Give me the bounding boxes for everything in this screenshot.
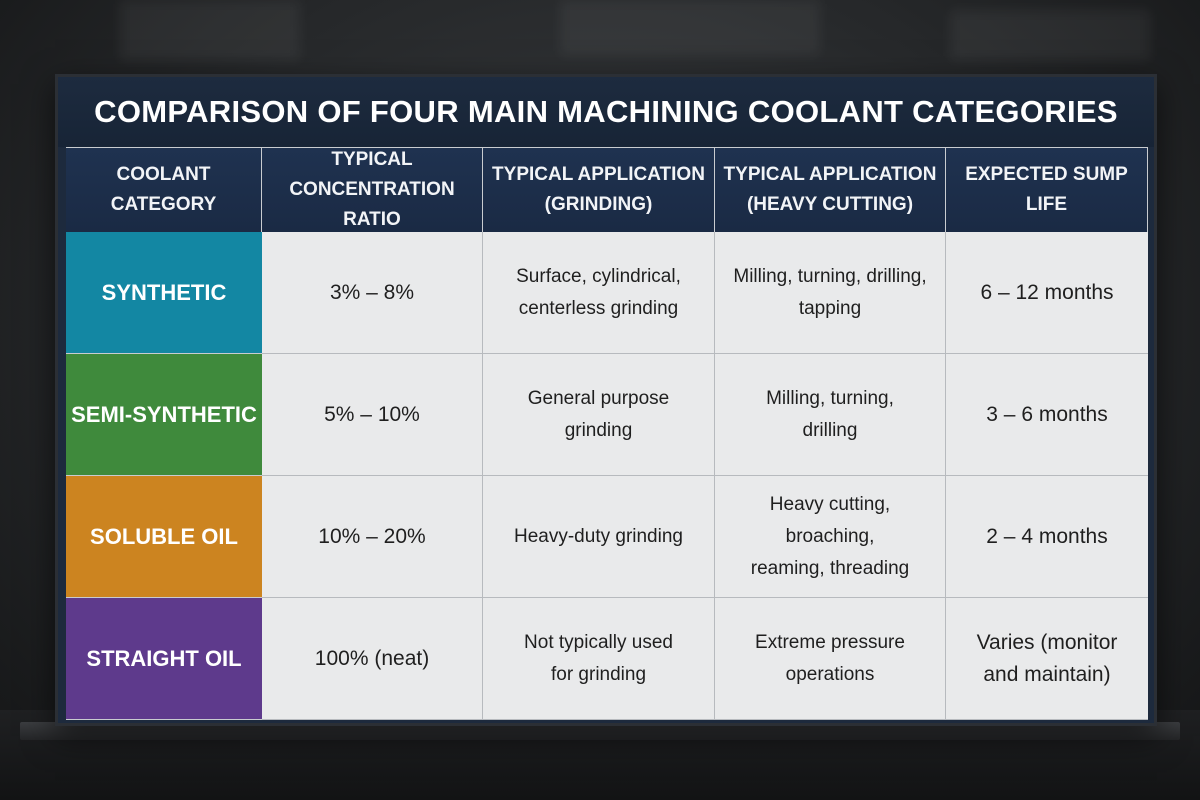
sump-life-cell: Varies (monitor and maintain) xyxy=(946,598,1148,720)
category-cell: SOLUBLE OIL xyxy=(66,476,262,598)
background-window xyxy=(560,0,820,55)
coolant-table: COOLANT CATEGORY TYPICAL CONCENTRATION R… xyxy=(66,147,1148,720)
header-sump-life: EXPECTED SUMP LIFE xyxy=(946,148,1148,232)
board-ledge xyxy=(20,722,1180,740)
concentration-cell: 5% – 10% xyxy=(262,354,483,476)
background-window xyxy=(120,0,300,60)
header-concentration-ratio: TYPICAL CONCENTRATION RATIO xyxy=(262,148,483,232)
category-cell: STRAIGHT OIL xyxy=(66,598,262,720)
grinding-cell: Surface, cylindrical, centerless grindin… xyxy=(483,232,715,354)
heavy-cutting-cell: Extreme pressure operations xyxy=(715,598,946,720)
concentration-cell: 100% (neat) xyxy=(262,598,483,720)
board-title: COMPARISON OF FOUR MAIN MACHINING COOLAN… xyxy=(58,77,1154,147)
concentration-cell: 3% – 8% xyxy=(262,232,483,354)
grinding-cell: General purpose grinding xyxy=(483,354,715,476)
sump-life-cell: 3 – 6 months xyxy=(946,354,1148,476)
concentration-cell: 10% – 20% xyxy=(262,476,483,598)
sump-life-cell: 2 – 4 months xyxy=(946,476,1148,598)
grinding-cell: Not typically used for grinding xyxy=(483,598,715,720)
category-cell: SYNTHETIC xyxy=(66,232,262,354)
sump-life-cell: 6 – 12 months xyxy=(946,232,1148,354)
heavy-cutting-cell: Milling, turning, drilling xyxy=(715,354,946,476)
comparison-board: COMPARISON OF FOUR MAIN MACHINING COOLAN… xyxy=(55,74,1157,726)
heavy-cutting-cell: Milling, turning, drilling, tapping xyxy=(715,232,946,354)
header-application-heavy-cutting: TYPICAL APPLICATION (HEAVY CUTTING) xyxy=(715,148,946,232)
heavy-cutting-cell: Heavy cutting, broaching, reaming, threa… xyxy=(715,476,946,598)
category-cell: SEMI-SYNTHETIC xyxy=(66,354,262,476)
grinding-cell: Heavy-duty grinding xyxy=(483,476,715,598)
header-application-grinding: TYPICAL APPLICATION (GRINDING) xyxy=(483,148,715,232)
header-coolant-category: COOLANT CATEGORY xyxy=(66,148,262,232)
background-window xyxy=(950,10,1150,60)
